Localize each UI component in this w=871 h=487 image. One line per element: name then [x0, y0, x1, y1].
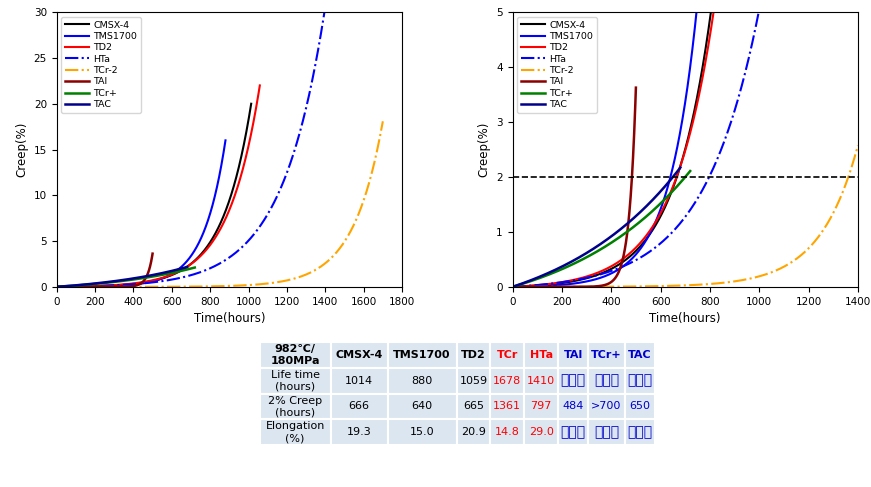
Y-axis label: Creep(%): Creep(%) [15, 122, 28, 177]
X-axis label: Time(hours): Time(hours) [193, 312, 265, 325]
Legend: CMSX-4, TMS1700, TD2, HTa, TCr-2, TAI, TCr+, TAC: CMSX-4, TMS1700, TD2, HTa, TCr-2, TAI, T… [517, 17, 597, 113]
Y-axis label: Creep(%): Creep(%) [477, 122, 490, 177]
Legend: CMSX-4, TMS1700, TD2, HTa, TCr-2, TAI, TCr+, TAC: CMSX-4, TMS1700, TD2, HTa, TCr-2, TAI, T… [61, 17, 141, 113]
X-axis label: Time(hours): Time(hours) [650, 312, 721, 325]
